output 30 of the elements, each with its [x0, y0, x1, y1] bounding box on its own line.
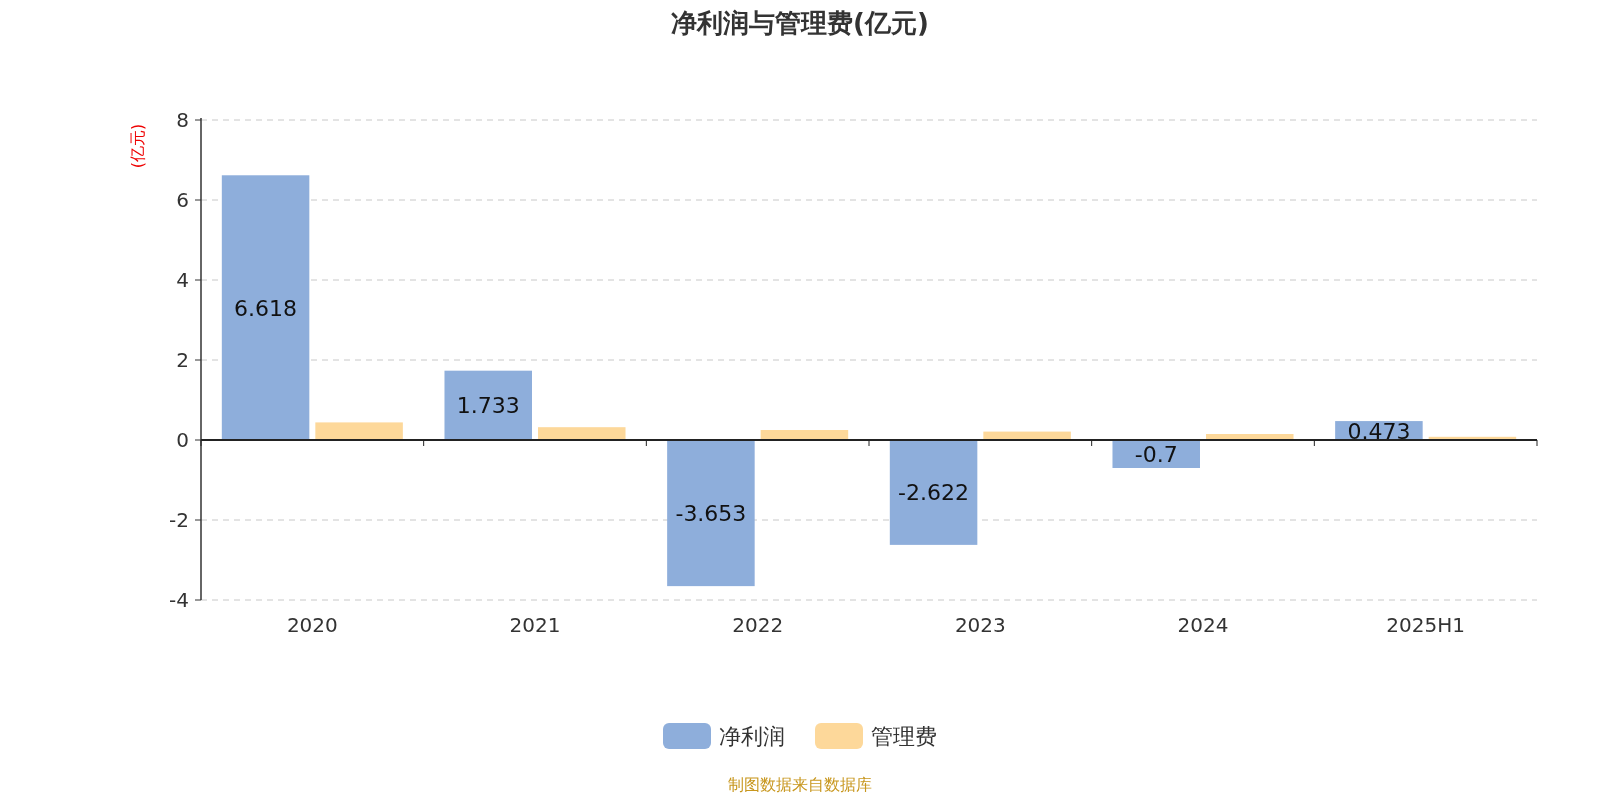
bar	[444, 370, 532, 440]
text: 制图数据来自数据库	[728, 775, 872, 794]
x-tick-label: 2020	[286, 613, 338, 637]
y-tick-label: 0	[176, 428, 189, 452]
x-tick-label: 2025H1	[1386, 613, 1465, 637]
y-tick-label: 4	[176, 268, 189, 292]
y-axis-title: (亿元)	[128, 123, 147, 169]
x-tick-label: 2022	[732, 613, 784, 637]
data-label: 6.618	[234, 295, 298, 321]
y-tick-label: -4	[169, 588, 189, 612]
data-label: -3.653	[675, 501, 747, 527]
y-tick-label: 8	[176, 108, 189, 132]
y-tick-label: 6	[176, 188, 189, 212]
bar	[889, 440, 978, 545]
legend-label: 管理费	[871, 724, 937, 749]
legend-label: 净利润	[719, 724, 785, 749]
bar	[538, 427, 626, 440]
y-tick-label: -2	[169, 508, 189, 532]
x-tick-label: 2023	[954, 613, 1006, 637]
bar	[315, 422, 403, 440]
y-tick-label: 2	[176, 348, 189, 372]
chart-title: 净利润与管理费(亿元)	[671, 8, 929, 38]
bar	[667, 440, 755, 587]
x-tick-label: 2021	[509, 613, 561, 637]
x-tick-label: 2024	[1177, 613, 1229, 637]
data-label: -2.622	[898, 480, 970, 506]
data-label: 1.733	[456, 393, 520, 419]
data-label: 0.473	[1347, 419, 1411, 445]
bar	[221, 175, 310, 440]
data-label: -0.7	[1134, 442, 1178, 467]
